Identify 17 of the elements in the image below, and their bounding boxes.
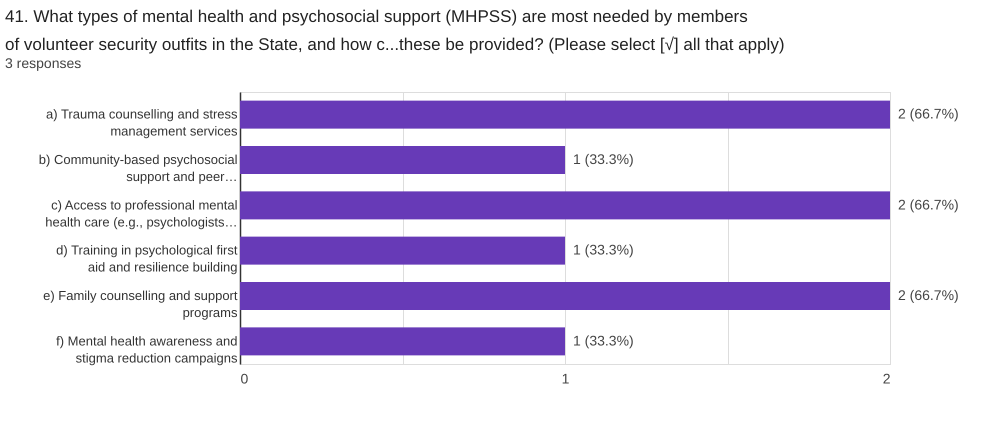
y-tick-label: c) Access to professional mental health care (e.g., psychologists… bbox=[45, 197, 238, 230]
data-label: 1 (33.3%) bbox=[573, 242, 634, 258]
x-tick-label: 2 bbox=[882, 370, 891, 386]
data-label: 1 (33.3%) bbox=[573, 151, 634, 167]
data-label: 2 (66.7%) bbox=[898, 106, 959, 122]
data-label: 1 (33.3%) bbox=[573, 332, 634, 348]
y-tick-label: f) Mental health awareness and stigma reduction campaigns bbox=[56, 333, 238, 366]
x-tick-label: 0 bbox=[240, 370, 248, 386]
data-label: 2 (66.7%) bbox=[898, 287, 959, 303]
y-tick-label: d) Training in psychological first aid and resilience building bbox=[56, 242, 238, 275]
y-tick-label: e) Family counselling and support programs bbox=[43, 288, 238, 320]
x-tick-label: 1 bbox=[562, 370, 570, 386]
y-tick-label: b) Community-based psychosocial support and peer… bbox=[38, 152, 238, 184]
text: 3 responses bbox=[5, 55, 82, 71]
y-tick-label: a) Trauma counselling and stress management services bbox=[46, 106, 238, 139]
data-label: 2 (66.7%) bbox=[898, 196, 959, 212]
chart-title: 41. What types of mental health and psychosocial support (MHPSS) are most needed by members of volunteer security outfits in the State, and how c...these be provided? (Please select [√] all that apply) bbox=[5, 7, 784, 54]
